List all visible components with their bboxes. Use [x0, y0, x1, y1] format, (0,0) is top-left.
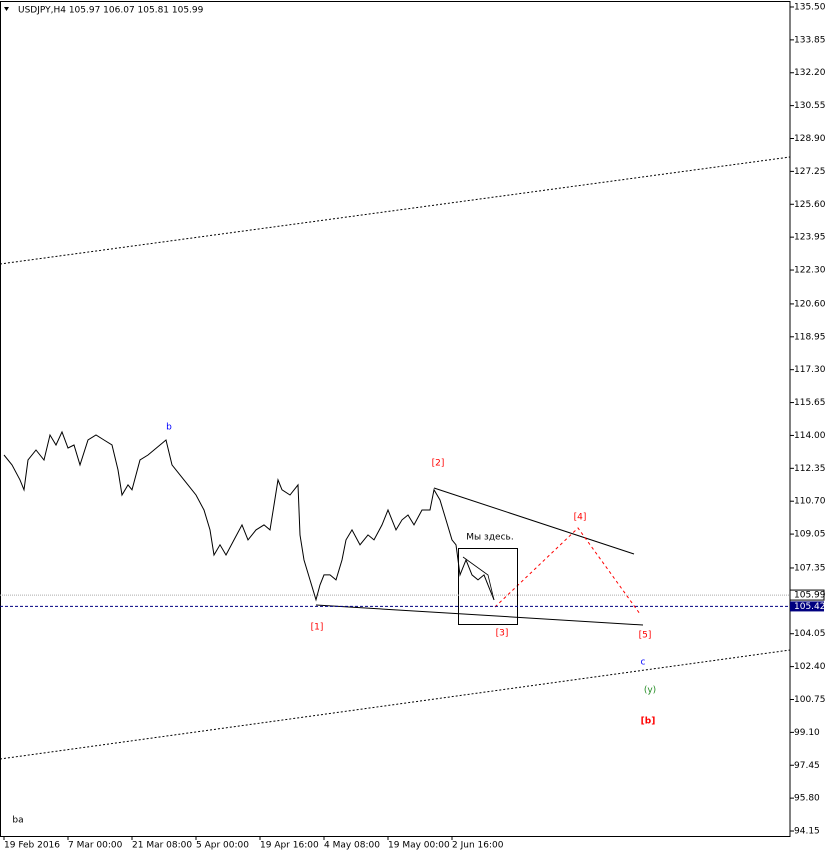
trend-lower: [315, 604, 644, 626]
wave-label: [3]: [496, 629, 509, 639]
level-price-box: [790, 601, 824, 612]
y-tick-label: 127.25: [794, 167, 826, 177]
wave-label: ba: [12, 816, 23, 826]
x-tick-label: 21 Mar 08:00: [132, 841, 192, 851]
y-tick-label: 132.20: [794, 68, 826, 78]
y-tick-label: 112.35: [794, 464, 826, 474]
y-tick-label: 95.80: [794, 794, 820, 804]
wave-label: [4]: [574, 513, 587, 523]
wave-label: b: [166, 423, 172, 433]
price-line: [3, 430, 495, 602]
y-tick-label: 122.30: [794, 266, 826, 276]
y-tick-label: 110.70: [794, 497, 826, 507]
y-tick-label: 133.85: [794, 35, 826, 45]
y-tick-label: 107.35: [794, 563, 826, 573]
forecast-path: [494, 527, 641, 615]
x-tick-label: 5 Apr 00:00: [196, 841, 249, 851]
y-tick-label: 128.90: [794, 134, 826, 144]
current-price-box: [789, 589, 825, 601]
y-tick-label: 100.75: [794, 695, 826, 705]
y-tick-label: 102.40: [794, 662, 826, 672]
focus-box: [458, 548, 518, 625]
y-tick-label: 130.55: [794, 101, 826, 111]
y-tick-label: 120.60: [794, 299, 826, 309]
current-price-label: 105.99: [794, 591, 826, 601]
y-tick-label: 115.65: [794, 398, 826, 408]
x-tick-label: 19 Feb 2016: [4, 841, 60, 851]
wave-label: [5]: [639, 631, 652, 641]
y-tick-label: 118.95: [794, 332, 826, 342]
wave-label: [b]: [641, 717, 656, 727]
y-tick-label: 125.60: [794, 200, 826, 210]
y-tick-label: 123.95: [794, 233, 826, 243]
x-tick-label: 4 May 08:00: [324, 841, 380, 851]
wave-label: Мы здесь.: [466, 533, 513, 543]
x-tick-label: 2 Jun 16:00: [452, 841, 504, 851]
x-tick-label: 19 May 00:00: [388, 841, 450, 851]
title-arrow: [4, 7, 9, 11]
y-tick-label: 94.15: [794, 827, 820, 837]
wave-label: [2]: [432, 459, 445, 469]
y-tick-label: 104.05: [794, 629, 826, 639]
y-tick-label: 114.00: [794, 431, 826, 441]
y-tick-label: 99.10: [794, 728, 820, 738]
plot-frame: [0, 1, 791, 837]
wave-label: c: [641, 658, 646, 668]
channel-top: [0, 156, 791, 265]
channel-bottom: [0, 649, 791, 760]
sub-wave: [462, 556, 495, 601]
wave-label: (y): [644, 686, 656, 696]
x-tick-label: 7 Mar 00:00: [68, 841, 123, 851]
chart-title: USDJPY,H4 105.97 106.07 105.81 105.99: [18, 6, 204, 16]
wave-label: [1]: [311, 623, 324, 633]
y-tick-label: 109.05: [794, 530, 826, 540]
y-tick-label: 135.50: [794, 2, 826, 12]
x-tick-label: 19 Apr 16:00: [260, 841, 319, 851]
y-tick-label: 97.45: [794, 761, 820, 771]
y-tick-label: 117.30: [794, 365, 826, 375]
trend-upper: [433, 487, 635, 555]
level-price-label: 105.42: [794, 602, 826, 612]
